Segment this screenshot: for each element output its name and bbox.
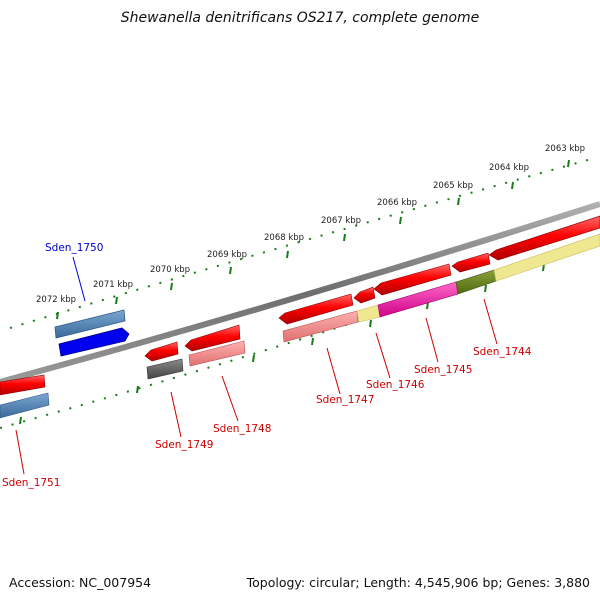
scale-label: 2069 kbp (207, 250, 247, 260)
accession-text: Accession: NC_007954 (9, 575, 152, 590)
gene-sden-1750[interactable] (54, 309, 130, 357)
map-title: Shewanella denitrificans OS217, complete… (120, 10, 480, 26)
gene-label-sden-1750[interactable]: Sden_1750 (45, 242, 103, 254)
gene-label-sden-1749[interactable]: Sden_1749 (155, 439, 213, 451)
gene-sden-1747[interactable] (278, 293, 359, 343)
gene-sden-1751[interactable] (0, 374, 50, 419)
scale-label: 2072 kbp (36, 295, 76, 305)
gene-sden-1749[interactable] (144, 341, 184, 380)
scale-label: 2070 kbp (150, 265, 190, 275)
gene-offscreen-right[interactable] (488, 215, 600, 282)
scale-label: 2067 kbp (321, 216, 361, 226)
scale-label: 2065 kbp (433, 181, 473, 191)
gene-label-sden-1751[interactable]: Sden_1751 (2, 477, 60, 489)
scale-label: 2063 kbp (545, 144, 585, 154)
scale-label: 2068 kbp (264, 233, 304, 243)
scale-label: 2064 kbp (489, 163, 529, 173)
gene-sden-1744[interactable] (451, 252, 497, 295)
gene-sden-1748[interactable] (184, 324, 246, 367)
gene-label-sden-1745[interactable]: Sden_1745 (414, 364, 472, 376)
gene-label-sden-1744[interactable]: Sden_1744 (473, 346, 532, 358)
genome-backbone (0, 201, 600, 385)
gene-label-sden-1747[interactable]: Sden_1747 (316, 394, 374, 406)
gene-sden-1746[interactable] (353, 286, 381, 323)
gene-sden-1745[interactable] (373, 263, 459, 318)
scale-label: 2071 kbp (93, 280, 133, 290)
outer-scale (9, 157, 596, 329)
scale-label: 2066 kbp (377, 198, 417, 208)
gene-label-sden-1748[interactable]: Sden_1748 (213, 423, 271, 435)
genome-summary-text: Topology: circular; Length: 4,545,906 bp… (246, 575, 590, 590)
gene-label-sden-1746[interactable]: Sden_1746 (366, 379, 425, 391)
